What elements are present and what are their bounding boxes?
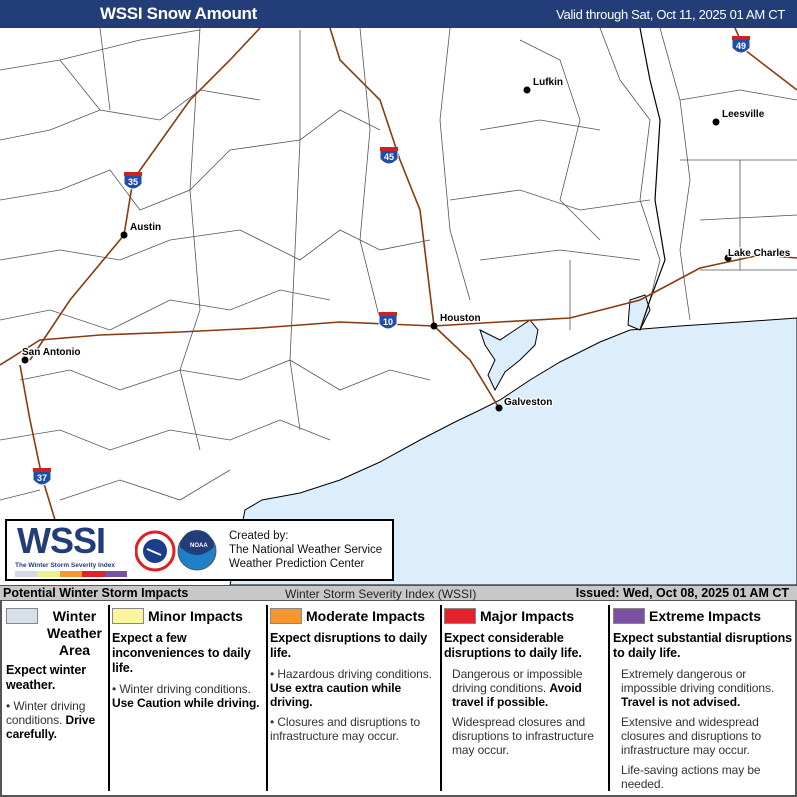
wssi-subtitle: The Winter Storm Severity Index — [15, 562, 115, 569]
i-37 — [19, 364, 56, 521]
legend-description: Expect disruptions to daily life. — [270, 631, 428, 660]
created-by: Created by: The National Weather Service… — [229, 530, 383, 570]
legend-description: Expect considerable disruptions to daily… — [444, 631, 582, 660]
impacts-heading: Potential Winter Storm Impacts — [3, 586, 189, 600]
interstate-shield-icon: 37 — [32, 468, 52, 486]
interstate-shield-icon: 35 — [123, 172, 143, 190]
city-label: Lake Charles — [728, 248, 791, 259]
legend-minor-impacts: Minor Impacts Expect a few inconveniences… — [112, 605, 264, 793]
header-bar: WSSI Snow Amount Valid through Sat, Oct … — [0, 0, 797, 28]
nws-logo-icon — [135, 530, 176, 572]
color-swatch — [6, 608, 38, 624]
cities: Lufkin Leesville Austin Lake Charles Hou… — [21, 76, 792, 412]
legend-moderate-impacts: Moderate Impacts Expect disruptions to da… — [270, 605, 438, 793]
svg-text:NOAA: NOAA — [190, 543, 208, 549]
legend-header: Minor Impacts — [112, 605, 264, 627]
legend-header: Winter Weather Area — [6, 605, 107, 659]
legend-header: Major Impacts — [444, 605, 606, 627]
legend-major-impacts: Major Impacts Expect considerable disrupt… — [444, 605, 606, 793]
legend-header: Extreme Impacts — [613, 605, 795, 627]
valid-time: Valid through Sat, Oct 11, 2025 01 AM CT — [556, 7, 785, 22]
galveston-bay — [479, 319, 539, 392]
interstate-shield-icon: 10 — [378, 312, 398, 330]
svg-text:35: 35 — [128, 177, 138, 187]
impact-item: • Closures and disruptions to infrastruc… — [270, 715, 421, 743]
color-swatch — [613, 608, 645, 624]
city-label: Leesville — [722, 109, 765, 120]
map-title: WSSI Snow Amount — [100, 4, 257, 23]
impact-item: • Winter driving conditions. Use Caution… — [112, 682, 260, 710]
legend-title: Moderate Impacts — [306, 608, 426, 624]
map: Lufkin Leesville Austin Lake Charles Hou… — [0, 28, 797, 585]
impact-item: Widespread closures and disruptions to i… — [452, 715, 594, 757]
impact-item: Extensive and widespread closures and di… — [621, 715, 762, 757]
issued-time: Issued: Wed, Oct 08, 2025 01 AM CT — [575, 586, 789, 600]
city-label: Lufkin — [533, 77, 563, 88]
column-divider — [440, 605, 442, 791]
legend-title: Major Impacts — [480, 608, 575, 624]
svg-text:45: 45 — [384, 152, 394, 162]
gulf-water — [229, 317, 797, 585]
interstate-shields: 35 45 10 37 49 — [32, 36, 751, 486]
logo-box: WSSI The Winter Storm Severity Index NOA… — [5, 519, 394, 581]
color-swatch — [112, 608, 144, 624]
wssi-logo: WSSI — [17, 520, 106, 561]
impact-item: Extremely dangerous or impossible drivin… — [621, 667, 775, 709]
i-45-south — [433, 325, 500, 409]
interstate-shield-icon: 45 — [379, 147, 399, 165]
impact-item: Dangerous or impossible driving conditio… — [452, 667, 583, 709]
impact-item: • Hazardous driving conditions. Use extr… — [270, 667, 432, 709]
i-45 — [329, 28, 435, 327]
legend-winter-weather-area: Winter Weather Area Expect winter weather… — [6, 605, 107, 793]
legend-description: Expect substantial disruptions to daily … — [613, 631, 792, 660]
sabine-lake — [627, 294, 651, 331]
legend-title: Winter Weather Area — [47, 608, 102, 658]
svg-text:10: 10 — [383, 317, 393, 327]
city-label: Houston — [440, 313, 481, 324]
legend-description: Expect winter weather. — [6, 663, 86, 692]
interstate-shield-icon: 49 — [731, 36, 751, 54]
color-swatch — [270, 608, 302, 624]
legend-title: Extreme Impacts — [649, 608, 762, 624]
index-name: Winter Storm Severity Index (WSSI) — [285, 587, 477, 601]
legend-header: Moderate Impacts — [270, 605, 438, 627]
agency-logos: NOAA — [135, 530, 217, 572]
column-divider — [608, 605, 610, 791]
city-label: Galveston — [504, 397, 552, 408]
svg-text:37: 37 — [37, 473, 47, 483]
svg-text:49: 49 — [736, 41, 746, 51]
impact-item: Life-saving actions may be needed. — [621, 763, 761, 791]
noaa-logo-icon: NOAA — [177, 530, 217, 571]
legend-title: Minor Impacts — [148, 608, 243, 624]
county-lines — [0, 28, 797, 501]
column-divider — [266, 605, 268, 791]
city-label: Austin — [130, 222, 161, 233]
state-border — [639, 28, 666, 331]
column-divider — [108, 605, 110, 791]
city-label: San Antonio — [22, 347, 81, 358]
impact-item: • Winter driving conditions. Drive caref… — [6, 699, 96, 741]
impacts-bar: Potential Winter Storm Impacts Winter St… — [0, 585, 797, 601]
color-swatch — [444, 608, 476, 624]
legend-extreme-impacts: Extreme Impacts Expect substantial disrup… — [613, 605, 795, 793]
legend-description: Expect a few inconveniences to daily lif… — [112, 631, 251, 675]
wssi-color-bar — [15, 571, 128, 577]
impact-legend: Winter Weather Area Expect winter weather… — [0, 601, 797, 797]
